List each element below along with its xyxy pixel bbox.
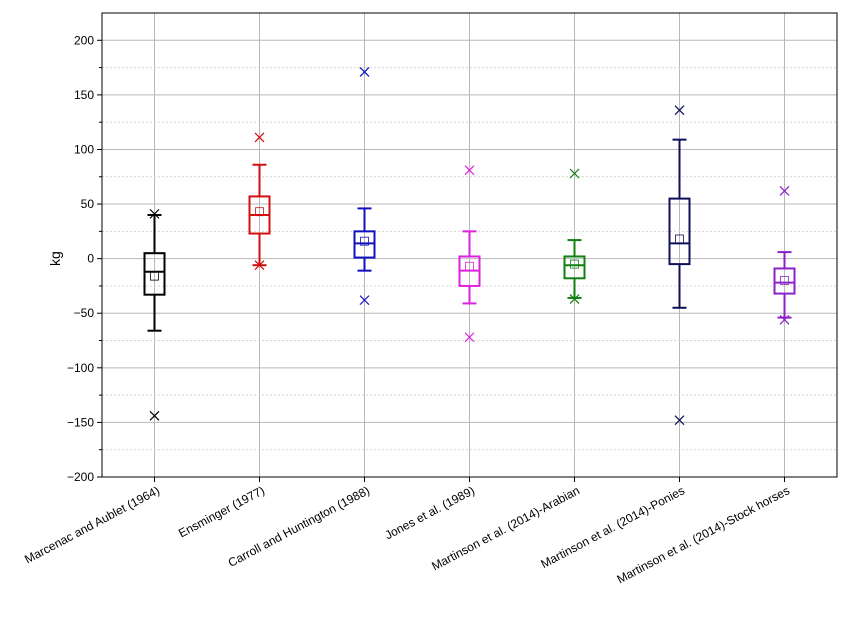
max-marker <box>359 67 370 77</box>
y-tick-label: 50 <box>81 197 95 211</box>
min-marker <box>674 415 685 426</box>
grid-lines <box>102 13 837 478</box>
min-marker <box>254 260 265 271</box>
box-6 <box>668 105 691 426</box>
box-7 <box>773 186 796 325</box>
min-marker <box>359 295 370 306</box>
max-marker <box>674 105 685 116</box>
min-marker <box>779 314 790 325</box>
x-tick-label: Jones et al. (1989) <box>383 483 477 542</box>
x-tick-label: Ensminger (1977) <box>176 483 267 540</box>
iqr-box <box>353 230 376 259</box>
mean-marker <box>780 276 789 285</box>
min-marker <box>149 410 160 421</box>
max-marker <box>569 168 580 179</box>
iqr-box <box>668 197 691 266</box>
x-axis: Marcenac and Aublet (1964) Ensminger (197… <box>22 477 792 586</box>
y-tick-label: −200 <box>67 470 94 484</box>
y-tick-label: 200 <box>74 33 94 47</box>
y-tick-label: −100 <box>67 361 94 375</box>
max-marker <box>464 165 475 176</box>
box-4 <box>458 165 481 343</box>
box-3 <box>353 67 376 306</box>
iqr-box <box>773 267 796 295</box>
x-tick-label: Martinson et al. (2014)-Stock horses <box>615 483 792 586</box>
mean-marker <box>675 234 684 244</box>
iqr-box <box>563 255 586 280</box>
mean-marker <box>360 236 369 246</box>
y-tick-label: −150 <box>67 415 94 429</box>
y-axis-label: kg <box>47 251 63 266</box>
y-tick-label: 0 <box>87 252 94 266</box>
min-marker <box>569 294 580 304</box>
y-tick-label: 150 <box>74 88 94 102</box>
x-tick-label: Marcenac and Aublet (1964) <box>22 483 162 566</box>
box-plot-series <box>143 67 796 426</box>
y-tick-label: −50 <box>74 306 95 320</box>
y-tick-label: 100 <box>74 142 94 156</box>
min-marker <box>464 332 475 343</box>
mean-marker <box>150 271 159 281</box>
mean-marker <box>465 261 474 271</box>
mean-marker <box>570 259 579 269</box>
box-1 <box>143 208 166 421</box>
max-marker <box>149 208 160 219</box>
y-axis: −200 −150 −100 −50 0 50 100 150 200 <box>67 33 102 484</box>
mean-marker <box>255 207 264 217</box>
box-2 <box>248 132 271 271</box>
iqr-box <box>143 252 166 296</box>
box-5 <box>563 168 586 304</box>
max-marker <box>254 132 265 143</box>
max-marker <box>779 186 790 196</box>
